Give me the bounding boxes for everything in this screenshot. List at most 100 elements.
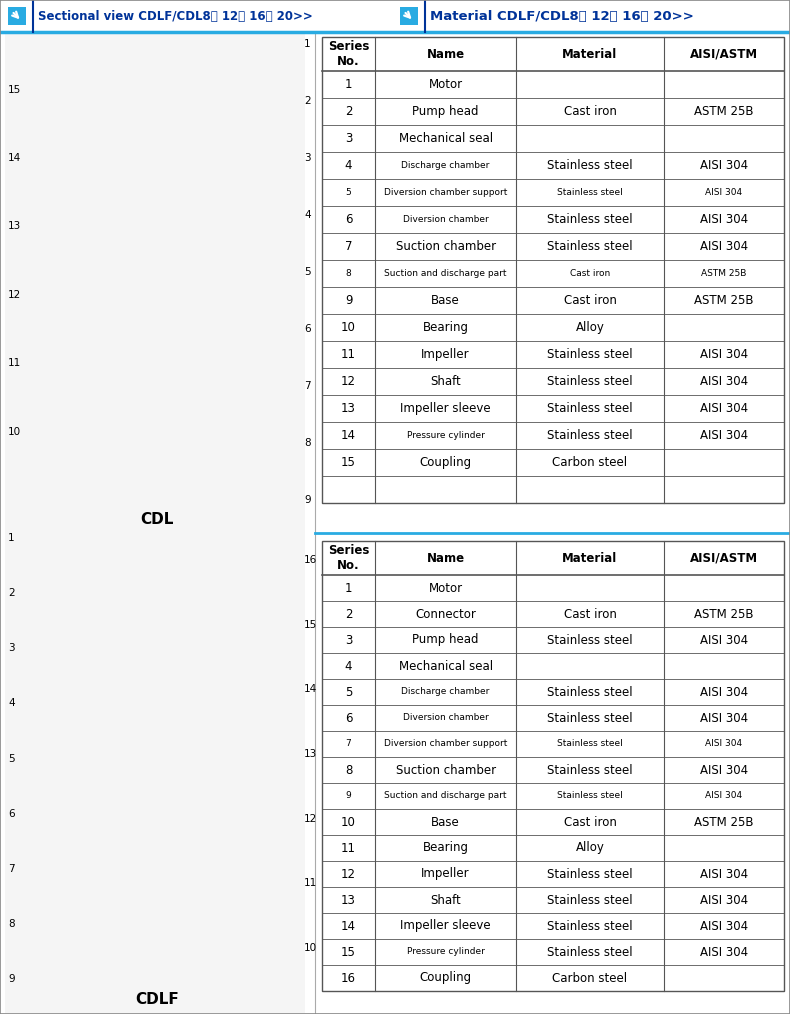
Text: 12: 12 — [8, 290, 21, 300]
Text: Cast iron: Cast iron — [563, 105, 616, 118]
Text: AISI 304: AISI 304 — [700, 920, 748, 933]
Text: Mechanical seal: Mechanical seal — [398, 132, 493, 145]
Text: Suction chamber: Suction chamber — [396, 240, 495, 254]
Text: 16: 16 — [341, 971, 356, 985]
Text: 10: 10 — [341, 815, 356, 828]
Text: Mechanical seal: Mechanical seal — [398, 659, 493, 672]
Text: Base: Base — [431, 294, 460, 307]
Text: 3: 3 — [8, 643, 15, 653]
Text: 14: 14 — [304, 684, 318, 695]
Text: 5: 5 — [346, 188, 352, 197]
Text: 7: 7 — [346, 739, 352, 748]
Text: Stainless steel: Stainless steel — [557, 188, 623, 197]
Text: 10: 10 — [341, 321, 356, 334]
Text: Carbon steel: Carbon steel — [552, 971, 627, 985]
Text: 14: 14 — [8, 153, 21, 163]
Text: Stainless steel: Stainless steel — [547, 240, 633, 254]
Text: 13: 13 — [304, 749, 318, 759]
Text: 4: 4 — [8, 699, 15, 709]
Bar — [5, 34, 305, 534]
Bar — [322, 37, 784, 503]
Text: Stainless steel: Stainless steel — [547, 920, 633, 933]
Text: 7: 7 — [304, 381, 310, 391]
Text: Bearing: Bearing — [423, 321, 468, 334]
Text: 8: 8 — [346, 269, 352, 278]
Text: 1: 1 — [344, 78, 352, 91]
Text: 2: 2 — [304, 96, 310, 106]
Text: 4: 4 — [344, 159, 352, 172]
Text: 12: 12 — [341, 375, 356, 388]
Text: Material: Material — [562, 48, 618, 61]
Text: Diversion chamber: Diversion chamber — [403, 215, 488, 224]
Text: CDLF: CDLF — [135, 992, 179, 1007]
Text: Stainless steel: Stainless steel — [547, 348, 633, 361]
Text: Series
No.: Series No. — [328, 544, 369, 572]
Text: 2: 2 — [344, 607, 352, 621]
Text: Pump head: Pump head — [412, 634, 479, 647]
Text: AISI 304: AISI 304 — [700, 764, 748, 777]
Text: 9: 9 — [346, 792, 352, 800]
Text: Pressure cylinder: Pressure cylinder — [407, 947, 484, 956]
Text: 6: 6 — [304, 324, 310, 334]
Text: 12: 12 — [341, 868, 356, 880]
Text: Discharge chamber: Discharge chamber — [401, 161, 490, 170]
Text: Alloy: Alloy — [576, 321, 604, 334]
Text: Suction and discharge part: Suction and discharge part — [384, 269, 507, 278]
Text: AISI 304: AISI 304 — [700, 893, 748, 907]
Text: 9: 9 — [304, 495, 310, 505]
Bar — [322, 541, 784, 991]
Text: 9: 9 — [8, 974, 15, 984]
Text: 13: 13 — [8, 221, 21, 231]
Text: AISI 304: AISI 304 — [700, 375, 748, 388]
Text: CDL: CDL — [141, 512, 174, 527]
Text: Stainless steel: Stainless steel — [547, 402, 633, 415]
Text: ASTM 25B: ASTM 25B — [694, 607, 754, 621]
Text: 8: 8 — [304, 438, 310, 448]
Text: Cast iron: Cast iron — [563, 607, 616, 621]
Text: AISI 304: AISI 304 — [700, 348, 748, 361]
Text: 4: 4 — [344, 659, 352, 672]
Text: Sectional view CDLF/CDL8， 12， 16， 20>>: Sectional view CDLF/CDL8， 12， 16， 20>> — [38, 9, 313, 22]
Text: Stainless steel: Stainless steel — [557, 739, 623, 748]
Text: 11: 11 — [304, 878, 318, 888]
Text: 3: 3 — [304, 153, 310, 163]
Text: Coupling: Coupling — [419, 971, 472, 985]
Text: 5: 5 — [345, 685, 352, 699]
Bar — [0, 0, 790, 32]
Text: AISI 304: AISI 304 — [705, 792, 743, 800]
Bar — [5, 533, 305, 1013]
Text: 11: 11 — [8, 358, 21, 368]
Text: Name: Name — [427, 48, 465, 61]
Text: AISI 304: AISI 304 — [700, 868, 748, 880]
Text: ASTM 25B: ASTM 25B — [694, 815, 754, 828]
Text: AISI 304: AISI 304 — [700, 685, 748, 699]
Text: AISI 304: AISI 304 — [705, 188, 743, 197]
Bar — [8, 7, 26, 25]
Text: AISI 304: AISI 304 — [700, 159, 748, 172]
Text: Stainless steel: Stainless steel — [547, 213, 633, 226]
Text: AISI 304: AISI 304 — [705, 739, 743, 748]
Text: 7: 7 — [344, 240, 352, 254]
Text: 11: 11 — [341, 842, 356, 855]
Text: 14: 14 — [341, 920, 356, 933]
Text: 6: 6 — [344, 712, 352, 724]
Text: Stainless steel: Stainless steel — [547, 685, 633, 699]
Text: AISI 304: AISI 304 — [700, 240, 748, 254]
Text: ASTM 25B: ASTM 25B — [702, 269, 747, 278]
Text: 7: 7 — [8, 864, 15, 874]
Text: AISI 304: AISI 304 — [700, 712, 748, 724]
Text: 15: 15 — [341, 945, 356, 958]
Text: Stainless steel: Stainless steel — [547, 868, 633, 880]
Text: 2: 2 — [344, 105, 352, 118]
Text: 15: 15 — [341, 456, 356, 469]
Text: Coupling: Coupling — [419, 456, 472, 469]
Text: 1: 1 — [304, 39, 310, 49]
Text: 15: 15 — [8, 84, 21, 94]
Text: AISI/ASTM: AISI/ASTM — [690, 48, 758, 61]
Text: Stainless steel: Stainless steel — [547, 893, 633, 907]
Text: Motor: Motor — [428, 78, 463, 91]
Text: 15: 15 — [304, 620, 318, 630]
Text: 12: 12 — [304, 814, 318, 823]
Text: 10: 10 — [304, 943, 317, 953]
Text: Alloy: Alloy — [576, 842, 604, 855]
